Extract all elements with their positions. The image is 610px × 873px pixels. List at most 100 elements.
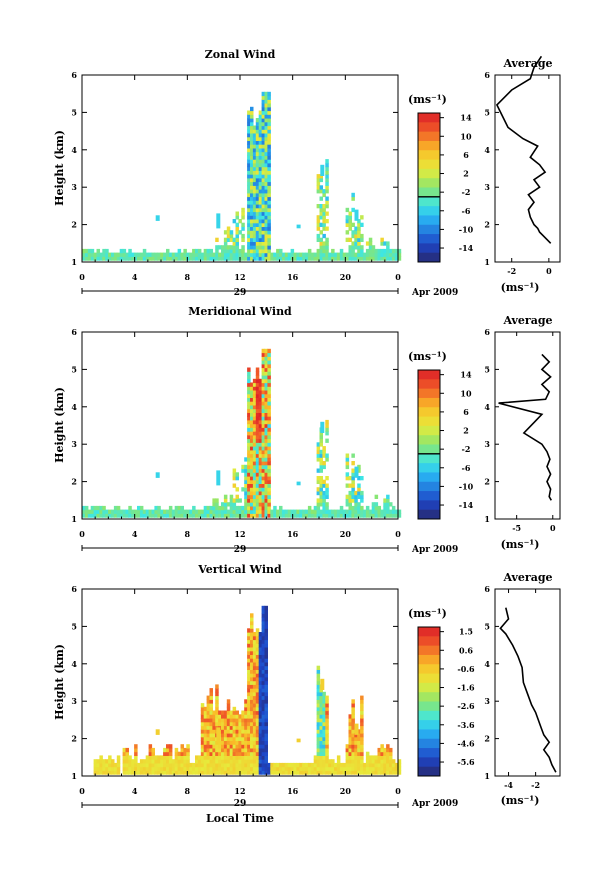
heatmap-cell — [261, 650, 266, 655]
heatmap-cell — [218, 766, 222, 771]
heatmap-cell — [270, 770, 274, 775]
heatmap-cell — [348, 513, 352, 518]
heatmap-cell — [232, 245, 237, 250]
heatmap-cell — [255, 382, 260, 387]
heatmap-cell — [93, 252, 98, 257]
heatmap-cell — [325, 505, 329, 511]
heatmap-cell — [250, 643, 254, 648]
heatmap-cell — [174, 762, 179, 768]
heatmap-cell — [247, 680, 251, 685]
heatmap-cell — [325, 245, 329, 250]
heatmap-cell — [281, 770, 286, 775]
heatmap-cell — [348, 476, 352, 481]
heatmap-cell — [284, 770, 289, 775]
heatmap-cell — [264, 498, 268, 503]
heatmap-cell — [247, 419, 251, 425]
heatmap-cell — [252, 706, 257, 712]
heatmap-cell — [365, 755, 370, 760]
heatmap-cell — [258, 162, 263, 168]
heatmap-cell — [209, 706, 213, 712]
heatmap-cell — [386, 256, 390, 261]
heatmap-cell — [139, 762, 144, 768]
heatmap-cell — [261, 721, 266, 727]
heatmap-cell — [197, 509, 202, 514]
heatmap-cell — [319, 703, 323, 708]
heatmap-cell — [267, 348, 271, 354]
heatmap-cell — [235, 476, 239, 481]
heatmap-cell — [111, 766, 115, 771]
heatmap-cell — [267, 419, 271, 425]
heatmap-cell — [250, 665, 254, 670]
colorbar-band — [418, 757, 440, 768]
heatmap-cell — [247, 490, 251, 496]
heatmap-cell — [250, 397, 254, 402]
heatmap-cell — [261, 110, 266, 115]
heatmap-cell — [264, 703, 268, 708]
heatmap-cell — [322, 714, 326, 719]
heatmap-cell — [157, 766, 161, 771]
heatmap-cell — [258, 416, 263, 421]
heatmap-cell — [351, 494, 355, 499]
y-tick-label: 3 — [71, 182, 77, 192]
heatmap-cell — [316, 699, 321, 704]
heatmap-cell — [226, 245, 231, 250]
heatmap-cell — [261, 393, 266, 398]
heatmap-cell — [319, 729, 323, 734]
heatmap-cell — [247, 416, 251, 421]
heatmap-cell — [313, 759, 318, 764]
heatmap-cell — [122, 770, 127, 775]
heatmap-cell — [215, 703, 219, 708]
heatmap-cell — [328, 513, 332, 518]
heatmap-cell — [99, 770, 103, 775]
heatmap-cell — [252, 215, 257, 220]
heatmap-cell — [348, 211, 352, 216]
heatmap-cell — [174, 755, 179, 760]
heatmap-cell — [250, 613, 254, 618]
heatmap-cell — [261, 476, 266, 481]
heatmap-cell — [244, 479, 248, 484]
heatmap-cell — [155, 472, 160, 478]
heatmap-cell — [235, 222, 239, 227]
heatmap-cell — [218, 256, 222, 261]
heatmap-cell — [244, 252, 248, 257]
heatmap-cell — [250, 174, 254, 179]
heatmap-cell — [360, 248, 364, 254]
heatmap-cell — [209, 688, 213, 693]
heatmap-cell — [325, 256, 329, 261]
heatmap-cell — [307, 766, 312, 771]
heatmap-cell — [221, 710, 225, 715]
colorbar-band — [418, 370, 440, 380]
heatmap-cell — [250, 390, 254, 395]
heatmap-cell — [145, 755, 150, 760]
heatmap-cell — [296, 252, 300, 257]
heatmap-cell — [229, 747, 234, 753]
heatmap-cell — [247, 248, 251, 254]
heatmap-cell — [258, 490, 263, 496]
y-tick-label: 6 — [71, 70, 77, 80]
heatmap-cell — [255, 166, 260, 171]
heatmap-cell — [319, 222, 323, 227]
heatmap-cell — [331, 770, 335, 775]
heatmap-cell — [258, 438, 263, 443]
heatmap-cell — [84, 509, 89, 514]
heatmap-cell — [261, 256, 266, 261]
heatmap-cell — [360, 498, 364, 503]
heatmap-cell — [250, 446, 254, 451]
heatmap-cell — [319, 457, 323, 462]
heatmap-cell — [252, 654, 257, 659]
heatmap-cell — [186, 747, 190, 753]
colorbar-band — [418, 645, 440, 656]
heatmap-cell — [258, 144, 263, 149]
heatmap-cell — [252, 230, 257, 235]
heatmap-cell — [226, 733, 231, 738]
heatmap-cell — [82, 505, 86, 511]
heatmap-cell — [215, 245, 219, 250]
heatmap-cell — [229, 744, 234, 749]
heatmap-cell — [374, 256, 379, 261]
heatmap-cell — [215, 699, 219, 704]
heatmap-cell — [296, 513, 300, 518]
heatmap-cell — [264, 174, 268, 179]
heatmap-cell — [252, 129, 257, 134]
heatmap-cell — [96, 762, 100, 768]
